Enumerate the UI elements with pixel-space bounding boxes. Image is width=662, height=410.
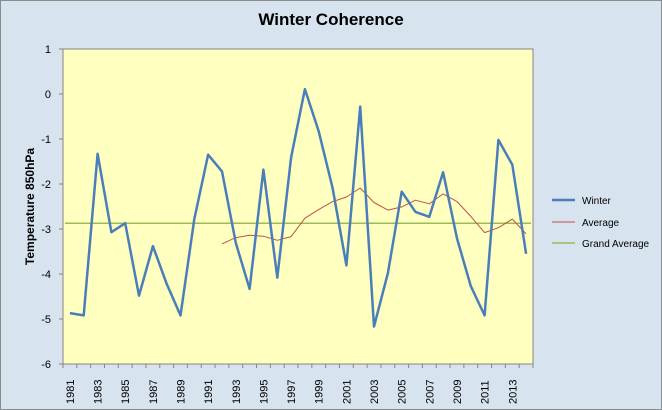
- x-tick-label: 1997: [286, 380, 298, 404]
- x-tick-label: 1987: [148, 380, 160, 404]
- y-tick-label: 0: [45, 89, 51, 101]
- legend-label: Winter: [582, 196, 612, 207]
- chart-title: Winter Coherence: [258, 10, 404, 29]
- x-tick-label: 2013: [507, 380, 519, 404]
- x-tick-label: 2007: [424, 380, 436, 404]
- x-tick-label: 2001: [341, 380, 353, 404]
- x-tick-label: 2011: [480, 380, 492, 404]
- y-tick-label: -1: [41, 134, 51, 146]
- legend-label: Average: [582, 218, 620, 229]
- x-tick-label: 2003: [369, 380, 381, 404]
- series-line-winter: [69, 87, 528, 328]
- y-tick-label: -6: [41, 359, 51, 371]
- plot-area: [62, 48, 534, 365]
- y-tick-label: -4: [41, 269, 51, 281]
- x-tick-label: 1981: [65, 380, 77, 404]
- x-tick-label: 2005: [397, 380, 409, 404]
- y-axis-label: Temperature 850hPa: [23, 148, 37, 265]
- x-tick-label: 1993: [231, 380, 243, 404]
- x-tick-label: 1985: [120, 380, 132, 404]
- x-tick-label: 1983: [93, 380, 105, 404]
- y-tick-label: -5: [41, 314, 51, 326]
- y-tick-label: 1: [45, 44, 51, 56]
- x-tick-label: 1995: [258, 380, 270, 404]
- x-tick-label: 1989: [176, 380, 188, 404]
- x-tick-label: 1999: [314, 380, 326, 404]
- x-tick-label: 2009: [452, 380, 464, 404]
- x-tick-label: 1991: [203, 380, 215, 404]
- y-tick-label: -3: [41, 224, 51, 236]
- legend-label: Grand Average: [582, 239, 650, 250]
- y-tick-label: -2: [41, 179, 51, 191]
- legend: Winter Average Grand Average: [552, 196, 650, 250]
